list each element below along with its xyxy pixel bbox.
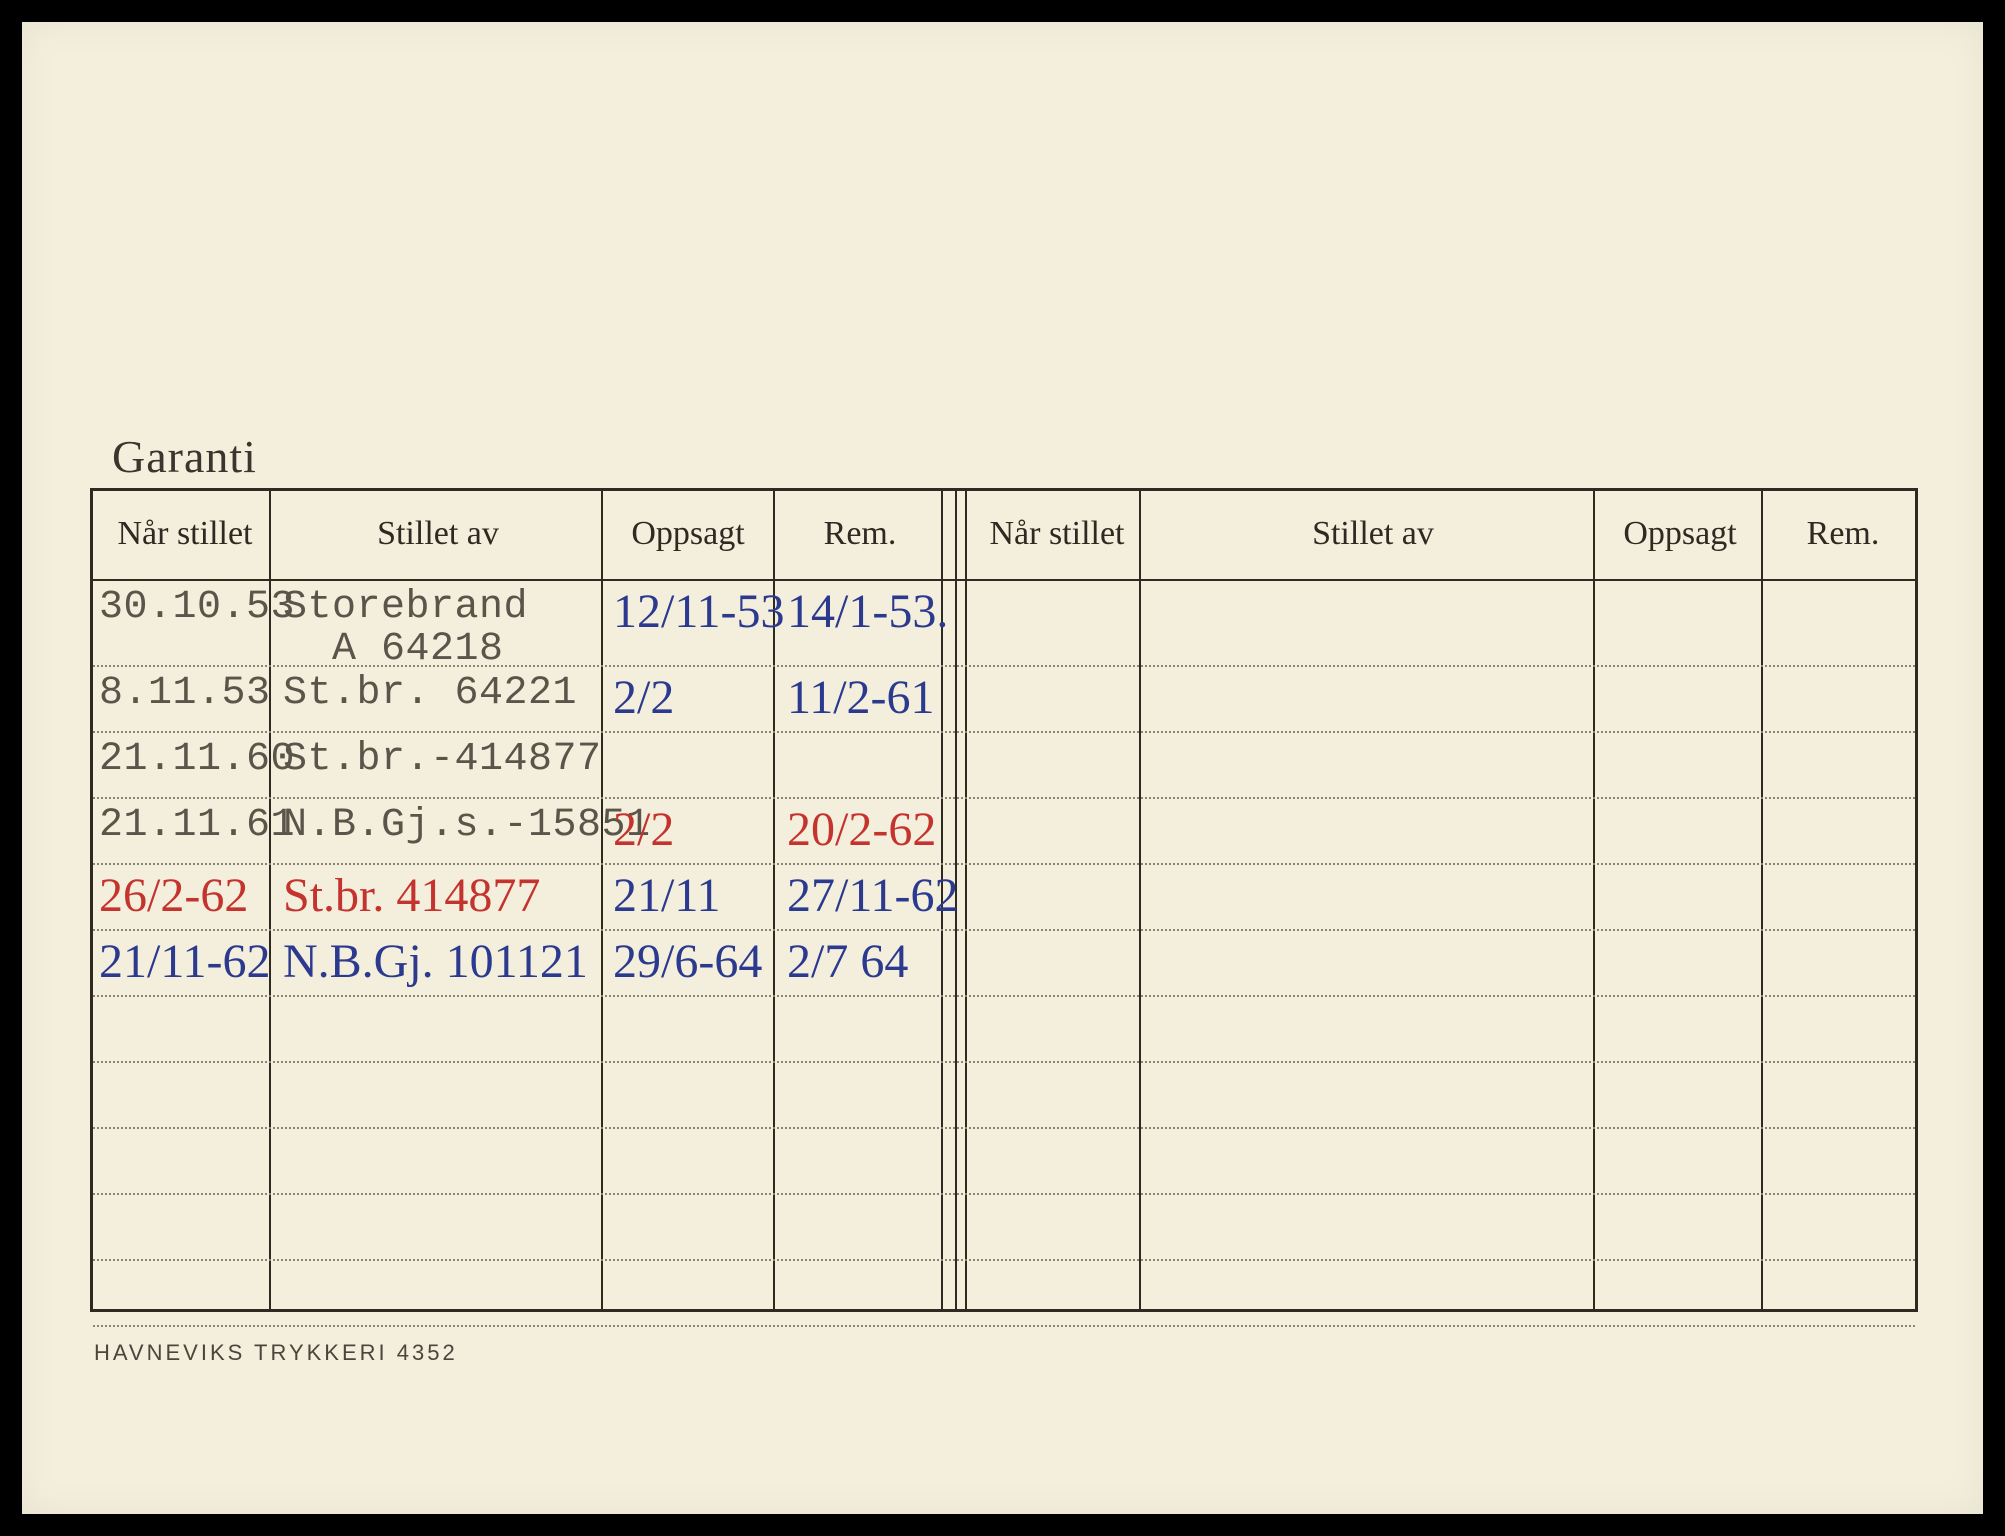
col-header-rem: Rem. [785,515,935,553]
cell-stillet: N.B.Gj.s.-15851 [283,805,603,847]
col-header-oppsagt-2: Oppsagt [1605,515,1755,553]
row-divider [93,995,1915,997]
cell-rem: 27/11-62 [787,871,947,921]
col-double-divider [965,491,967,1309]
cell-nar: 21.11.61 [99,805,273,847]
col-header-oppsagt: Oppsagt [613,515,763,553]
row-divider [93,929,1915,931]
row-divider [93,1259,1915,1261]
row-divider [93,1325,1915,1327]
cell-rem: 14/1-53. [787,587,947,637]
document-page: Garanti Når stillet Stillet av Oppsagt R… [22,22,1983,1514]
cell-stillet: St.br. 414877 [283,871,540,921]
cell-stillet: N.B.Gj. 101121 [283,937,588,987]
cell-oppsagt: 2/2 [613,673,674,723]
cell-oppsagt: 12/11-53 [613,587,773,637]
col-divider [601,491,603,1309]
cell-rem: 20/2-62 [787,805,936,855]
cell-oppsagt: 2/2 [613,805,674,855]
cell-rem: 2/7 64 [787,937,908,987]
cell-oppsagt: 29/6-64 [613,937,762,987]
cell-nar: 21/11-62 [99,937,271,987]
printer-footer: HAVNEVIKS TRYKKERI 4352 [94,1340,458,1366]
section-title: Garanti [112,430,257,483]
col-divider [1139,491,1141,1309]
cell-nar: 30.10.53 [99,587,273,629]
row-divider [93,1193,1915,1195]
cell-stillet: St.br. 64221 [283,673,577,715]
cell-oppsagt: 21/11 [613,871,721,921]
row-divider [93,731,1915,733]
row-divider [93,1061,1915,1063]
cell-nar: 26/2-62 [99,871,248,921]
cell-nar: 21.11.60 [99,739,273,781]
col-divider [1593,491,1595,1309]
row-divider [93,797,1915,799]
cell-nar: 8.11.53 [99,673,271,715]
col-header-stillet-av-2: Stillet av [1213,515,1533,553]
cell-stillet: Storebrand A 64218 [283,587,528,671]
row-divider [93,863,1915,865]
cell-rem: 11/2-61 [787,673,935,723]
header-divider [93,579,1915,581]
col-header-nar-stillet: Når stillet [105,515,265,553]
col-header-stillet-av: Stillet av [293,515,583,553]
cell-stillet: St.br.-414877 [283,739,602,781]
col-divider [1761,491,1763,1309]
col-header-rem-2: Rem. [1773,515,1913,553]
row-divider [93,1127,1915,1129]
col-header-nar-stillet-2: Når stillet [977,515,1137,553]
garanti-table: Når stillet Stillet av Oppsagt Rem. Når … [90,488,1918,1312]
